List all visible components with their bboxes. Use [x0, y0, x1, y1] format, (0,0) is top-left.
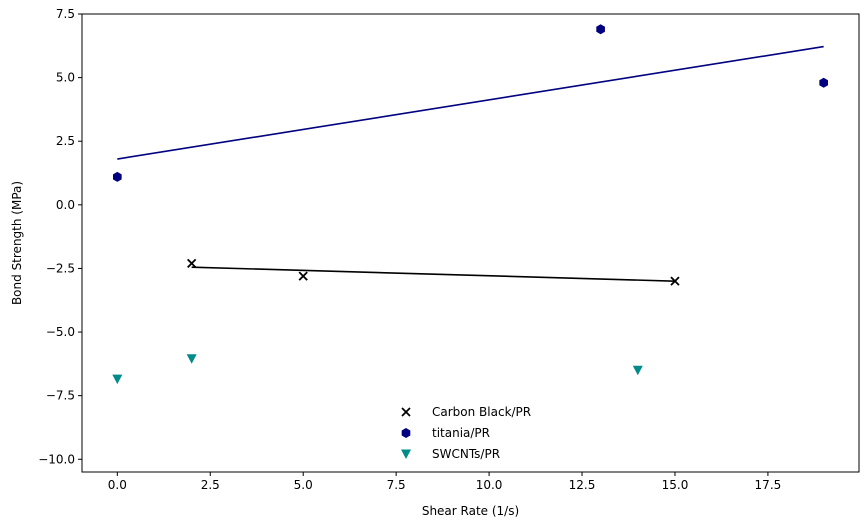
trend-line: [117, 45, 824, 160]
y-tick-label: 2.5: [56, 134, 75, 148]
x-tick-label: 7.5: [387, 478, 406, 492]
trend-line: [191, 266, 675, 282]
y-tick-label: 7.5: [56, 7, 75, 21]
x-axis-ticks: 0.0 2.5 5.0 7.5 10.0 12.5 15.0 17.5: [108, 472, 782, 492]
y-tick-label: 5.0: [56, 71, 75, 85]
y-tick-label: −2.5: [46, 261, 75, 275]
y-tick-label: 0.0: [56, 198, 75, 212]
plot-area: [112, 24, 829, 385]
x-tick-label: 10.0: [476, 478, 503, 492]
data-point: [186, 354, 197, 364]
data-point: [632, 365, 643, 376]
data-point: [112, 171, 122, 182]
legend-item: SWCNTs/PR: [401, 447, 500, 461]
y-axis-label: Bond Strength (MPa): [10, 181, 24, 305]
axes-frame: [81, 13, 860, 473]
y-axis-ticks: −10.0 −7.5 −5.0 −2.5 0.0 2.5 5.0 7.5: [38, 7, 82, 466]
legend-marker: [401, 407, 411, 417]
legend-label: SWCNTs/PR: [432, 447, 500, 461]
y-tick-label: −7.5: [46, 389, 75, 403]
x-tick-label: 15.0: [662, 478, 689, 492]
legend-item: Carbon Black/PR: [401, 405, 531, 419]
legend-label: titania/PR: [432, 426, 490, 440]
legend: Carbon Black/PR titania/PR SWCNTs/PR: [401, 405, 531, 461]
data-point: [298, 271, 308, 281]
data-point: [112, 374, 123, 385]
x-tick-label: 12.5: [569, 478, 596, 492]
legend-marker: [401, 449, 411, 459]
x-tick-label: 0.0: [108, 478, 127, 492]
legend-label: Carbon Black/PR: [432, 405, 531, 419]
legend-item: titania/PR: [401, 426, 490, 440]
data-point: [596, 24, 605, 35]
y-tick-label: −5.0: [46, 325, 75, 339]
x-tick-label: 2.5: [201, 478, 220, 492]
data-point: [819, 77, 829, 88]
data-point: [670, 276, 680, 286]
y-tick-label: −10.0: [38, 452, 75, 466]
data-point: [187, 258, 197, 268]
legend-marker: [401, 428, 411, 438]
x-tick-label: 17.5: [755, 478, 782, 492]
x-tick-label: 5.0: [294, 478, 313, 492]
x-axis-label: Shear Rate (1/s): [422, 504, 519, 518]
